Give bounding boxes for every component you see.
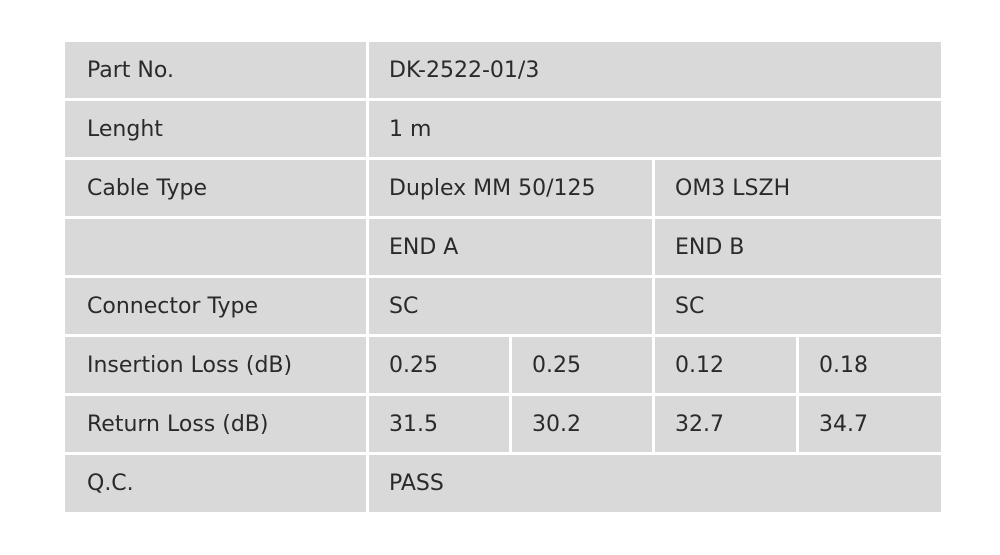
cell: 0.25 [369,337,509,393]
cell: DK-2522-01/3 [369,42,941,98]
row-label: Return Loss (dB) [65,396,366,452]
cell: SC [655,278,941,334]
row-label: Lenght [65,101,366,157]
cell: 32.7 [655,396,796,452]
row-label: Connector Type [65,278,366,334]
cell: 1 m [369,101,941,157]
cell: 0.25 [512,337,652,393]
cell: 0.12 [655,337,796,393]
cell: END B [655,219,941,275]
row-label: Insertion Loss (dB) [65,337,366,393]
empty-cell [65,219,366,275]
cell: 31.5 [369,396,509,452]
cell: 34.7 [799,396,941,452]
spec-table: Part No. DK-2522-01/3 Lenght 1 m Cable T… [65,42,941,513]
row-label: Part No. [65,42,366,98]
cell: 30.2 [512,396,652,452]
cell: PASS [369,455,941,512]
row-label: Q.C. [65,455,366,512]
cell: OM3 LSZH [655,160,941,216]
cell: SC [369,278,652,334]
cell: 0.18 [799,337,941,393]
cell: Duplex MM 50/125 [369,160,652,216]
cell: END A [369,219,652,275]
row-label: Cable Type [65,160,366,216]
